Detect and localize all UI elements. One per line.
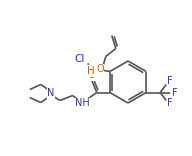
Text: O: O [87, 71, 95, 80]
Text: Cl: Cl [75, 54, 85, 64]
Text: F: F [172, 88, 178, 98]
Text: H: H [87, 66, 95, 76]
Text: F: F [167, 76, 173, 86]
Text: N: N [47, 88, 55, 98]
Text: O: O [96, 64, 104, 75]
Text: F: F [167, 98, 173, 109]
Text: NH: NH [75, 98, 90, 109]
Text: ·: · [86, 58, 90, 72]
